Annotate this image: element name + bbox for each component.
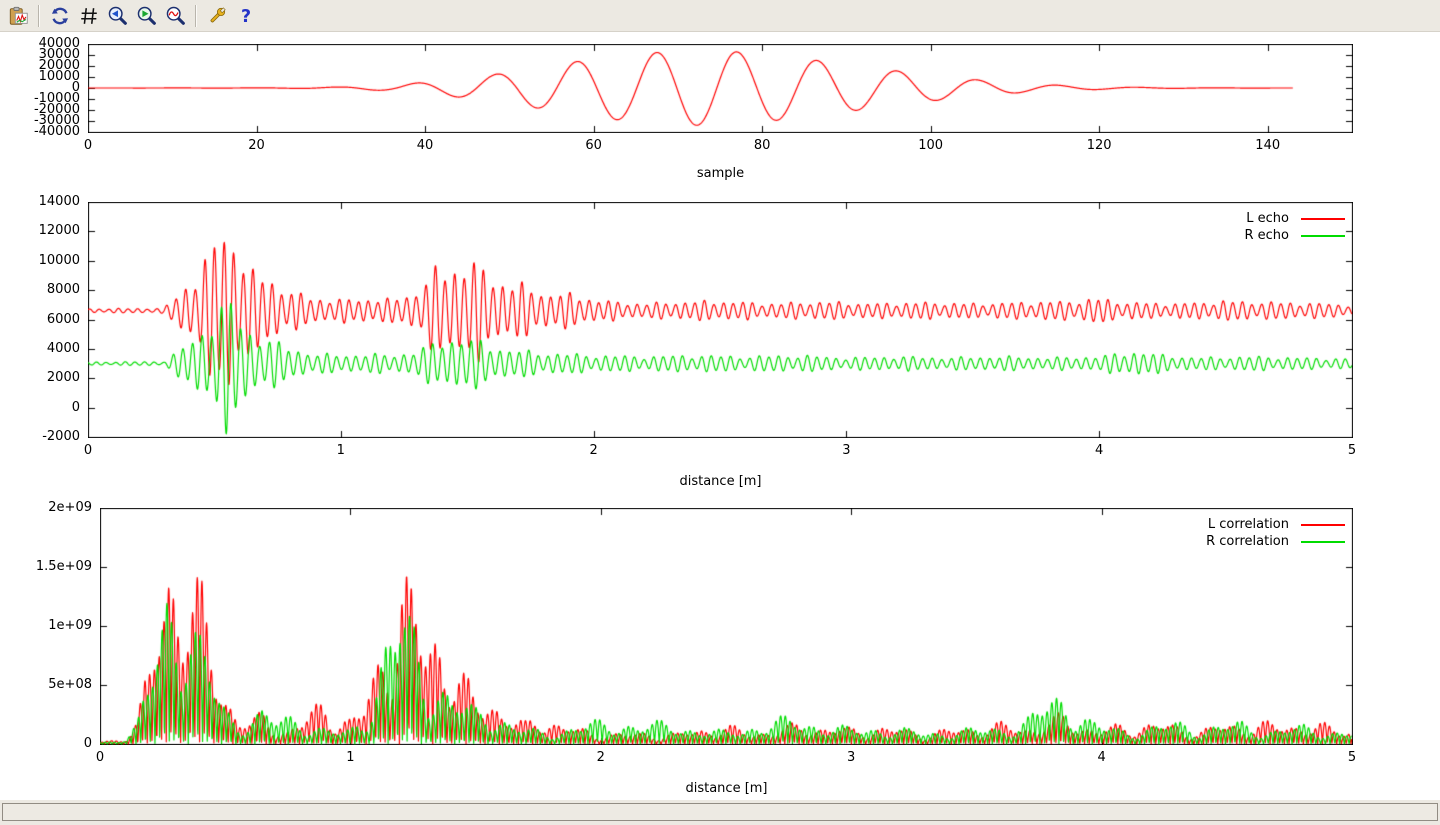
grid-icon <box>80 7 97 24</box>
statusbar-message <box>2 803 1438 821</box>
echo-plot-area[interactable] <box>88 202 1353 438</box>
y-tick-label: 2e+09 <box>48 500 92 515</box>
legend-label: R echo <box>1244 228 1289 243</box>
zoom-previous-button[interactable] <box>104 2 131 29</box>
legend-entry: R correlation <box>1206 533 1345 550</box>
y-tick-label: 8000 <box>46 282 80 298</box>
help-button[interactable]: ? <box>232 2 259 29</box>
zoom-previous-icon <box>108 6 127 25</box>
autoscale-button[interactable] <box>162 2 189 29</box>
y-tick-label: 5e+08 <box>48 677 92 692</box>
legend-label: R correlation <box>1206 534 1289 549</box>
y-tick-label: 0 <box>71 399 80 415</box>
x-tick-label: 5 <box>1347 750 1357 765</box>
x-tick-label: 140 <box>1255 138 1281 153</box>
correlation-plot-area[interactable] <box>100 508 1353 745</box>
clipboard-chart-icon <box>9 6 28 25</box>
y-tick-label: -10000 <box>33 91 80 106</box>
y-tick-label: 0 <box>83 736 92 751</box>
x-tick-label: 2 <box>589 443 598 458</box>
y-tick-label: 1e+09 <box>48 618 92 633</box>
x-tick-label: 0 <box>95 750 105 765</box>
y-tick-label: 14000 <box>38 194 80 209</box>
y-tick-label: 6000 <box>46 311 80 327</box>
x-tick-label: 40 <box>416 138 434 153</box>
x-tick-label: 20 <box>248 138 265 153</box>
y-tick-label: -2000 <box>42 429 80 444</box>
x-tick-label: 4 <box>1095 443 1104 458</box>
correlation-plot: 0 1 2 3 4 5 0 5e+08 1e+09 1.5e+09 2e+09 distance [… <box>36 500 1356 796</box>
y-tick-label: -30000 <box>33 113 80 128</box>
x-tick-label: 5 <box>1347 443 1357 458</box>
correlation-plot-legend: L correlation R correlation <box>1206 516 1345 550</box>
replot-button[interactable] <box>46 2 73 29</box>
correlation-plot-x-axis-label: distance [m] <box>685 781 768 796</box>
statusbar <box>0 800 1440 825</box>
copy-to-clipboard-button[interactable] <box>5 2 32 29</box>
plot-page: 0 20 40 60 80 100 120 140 -40000 -30000 -20000 -100… <box>0 32 1440 800</box>
legend-entry: L correlation <box>1206 516 1345 533</box>
x-tick-label: 0 <box>83 443 93 458</box>
toolbar-separator <box>38 4 40 27</box>
echo-plot-x-axis-label: distance [m] <box>679 474 762 489</box>
wrench-icon <box>210 6 226 22</box>
y-tick-label: -40000 <box>33 124 80 139</box>
x-tick-label: 100 <box>918 138 944 153</box>
legend-entry: L echo <box>1244 210 1345 227</box>
y-tick-label: 4000 <box>46 340 80 356</box>
x-tick-label: 3 <box>842 443 851 458</box>
legend-entry: R echo <box>1244 227 1345 244</box>
legend-line-swatch <box>1301 234 1345 237</box>
help-icon: ? <box>240 6 250 26</box>
y-tick-label: -20000 <box>33 102 80 117</box>
x-tick-label: 2 <box>596 750 605 765</box>
x-tick-label: 60 <box>585 138 602 153</box>
y-tick-label: 10000 <box>38 252 80 268</box>
y-tick-label: 30000 <box>38 47 80 62</box>
legend-label: L correlation <box>1207 517 1289 532</box>
x-tick-label: 3 <box>847 750 856 765</box>
x-tick-label: 0 <box>83 138 93 153</box>
refresh-icon <box>51 7 68 24</box>
zoom-next-button[interactable] <box>133 2 160 29</box>
y-tick-label: 2000 <box>46 370 80 386</box>
y-tick-label: 40000 <box>38 36 80 51</box>
x-tick-label: 1 <box>346 750 355 765</box>
x-tick-label: 1 <box>336 443 345 458</box>
signal-plot: 0 20 40 60 80 100 120 140 -40000 -30000 -20000 -100… <box>34 36 1353 181</box>
svg-text:?: ? <box>240 6 250 26</box>
legend-label: L echo <box>1246 211 1289 226</box>
x-tick-label: 120 <box>1086 138 1112 153</box>
echo-plot: 0 1 2 3 4 5 -2000 0 2000 4000 6000 8000 10000 12000 14… <box>39 194 1357 489</box>
legend-line-swatch <box>1301 540 1345 543</box>
toolbar: ? <box>0 0 1440 32</box>
y-tick-label: 1.5e+09 <box>35 559 92 574</box>
signal-plot-x-axis-label: sample <box>696 166 745 181</box>
legend-line-swatch <box>1301 217 1345 220</box>
y-tick-label: 20000 <box>38 58 80 73</box>
toolbar-separator <box>195 4 197 27</box>
legend-line-swatch <box>1301 523 1345 526</box>
echo-plot-legend: L echo R echo <box>1244 210 1345 244</box>
autoscale-icon <box>166 6 185 25</box>
x-tick-label: 80 <box>753 138 771 153</box>
y-tick-label: 0 <box>71 80 80 95</box>
configure-button[interactable] <box>203 2 230 29</box>
zoom-next-icon <box>137 6 156 25</box>
toggle-grid-button[interactable] <box>75 2 102 29</box>
x-tick-label: 4 <box>1097 750 1106 765</box>
y-tick-label: 10000 <box>38 69 80 84</box>
y-tick-label: 12000 <box>38 223 80 239</box>
signal-plot-area[interactable] <box>88 44 1353 133</box>
